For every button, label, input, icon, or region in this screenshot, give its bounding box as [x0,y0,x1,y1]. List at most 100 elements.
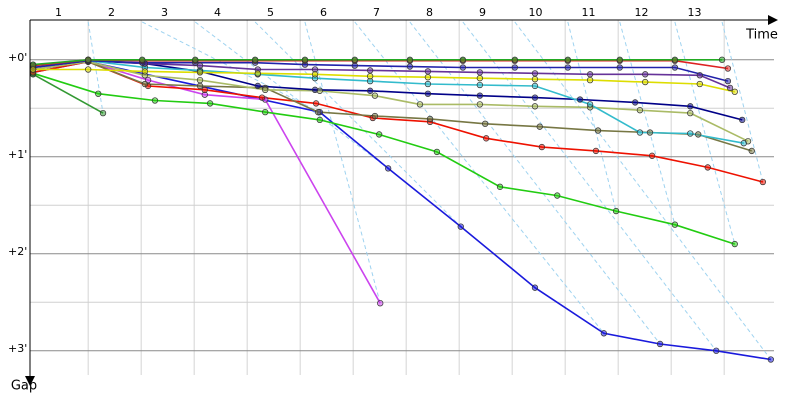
point [586,76,594,84]
point [251,56,259,63]
point [424,74,432,81]
point [531,82,539,90]
point [592,147,600,155]
point [476,69,484,76]
point [687,103,694,110]
point [406,56,414,63]
series-line [32,60,771,361]
lap-line [619,21,676,225]
x-tick-label: 8 [426,6,433,19]
point [631,99,639,106]
point [531,103,539,110]
point [731,88,738,95]
lap-line [567,21,617,212]
point [141,80,149,88]
point [201,86,208,93]
point [196,62,204,69]
point [538,143,546,151]
x-tick-label: 1 [55,6,62,19]
point [600,330,608,337]
point [366,73,374,80]
point [748,147,755,155]
point [616,64,623,71]
point [459,64,467,71]
point [648,152,656,159]
point [433,148,441,156]
point [85,66,92,73]
point [476,81,484,89]
point [687,130,694,137]
x-tick-label: 4 [214,6,221,19]
point [594,127,602,134]
point [476,92,484,99]
point [371,112,379,120]
x-axis-title: Time [745,28,778,43]
lap-line [194,21,389,169]
point [704,164,711,171]
point [482,120,489,127]
x-tick-label: 5 [267,6,274,19]
point [536,123,543,130]
point [459,56,467,63]
point [531,284,539,291]
lap-line [721,21,764,183]
point [457,223,464,230]
point [739,116,746,124]
point [424,80,432,88]
point [696,80,703,88]
point [724,65,732,72]
series-line [32,60,749,142]
y-tick-label: +0' [8,51,27,64]
point [642,71,649,78]
point [406,63,414,70]
lap-lines [87,21,772,360]
point [99,109,107,117]
series-markers [29,56,774,363]
point [366,67,374,74]
point [483,135,490,142]
point [671,56,679,63]
point [564,56,571,63]
point [531,76,539,83]
point [759,178,767,186]
series-line [32,60,381,304]
point [141,68,149,75]
lap-line [514,21,772,360]
point [476,101,484,108]
point [312,100,320,107]
point [531,70,539,77]
y-tick-label: +2' [8,245,27,258]
point [416,101,424,108]
point [476,75,484,82]
series-line [32,72,736,245]
x-tick-label: 2 [108,6,115,19]
x-tick-label: 9 [479,6,486,19]
series-line [32,73,104,114]
x-tick-label: 13 [688,6,702,19]
point [724,77,732,85]
point [671,64,679,71]
lap-line [254,21,462,227]
point [671,221,679,228]
point [424,68,432,75]
point [424,90,432,97]
point [642,78,649,86]
point [377,300,384,307]
x-tick-label: 10 [529,6,543,19]
y-axis-title: Gap [11,379,37,394]
point [366,87,374,94]
point [726,84,734,92]
lap-line [87,21,104,114]
point [311,71,319,78]
point [29,66,37,73]
point [311,86,319,93]
y-tick-label: +1' [8,148,27,161]
point [95,90,102,97]
point [315,108,322,116]
point [586,71,594,78]
point [254,82,261,90]
point [554,192,561,199]
point [713,347,720,354]
point [636,107,644,114]
